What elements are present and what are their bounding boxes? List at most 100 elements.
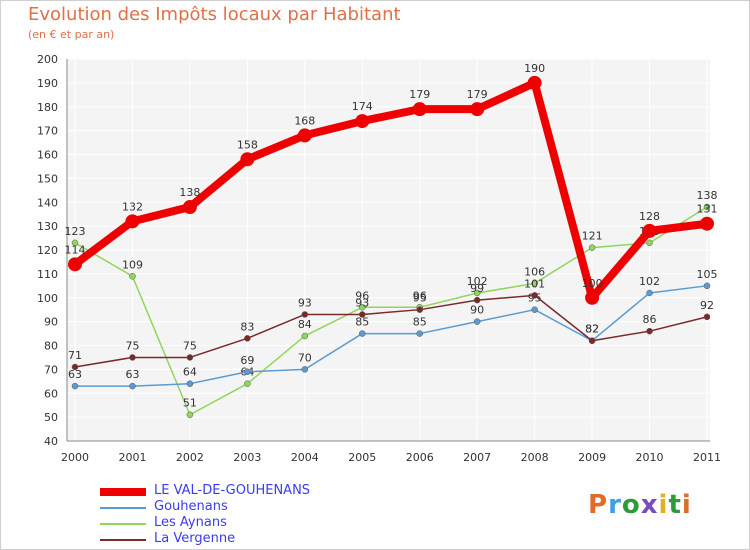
y-tick-label: 120 bbox=[37, 244, 58, 257]
data-label: 63 bbox=[125, 368, 139, 381]
data-point bbox=[412, 102, 427, 117]
y-tick-label: 140 bbox=[37, 196, 58, 209]
data-point bbox=[186, 380, 194, 387]
data-point bbox=[244, 335, 251, 342]
logo-letter: t bbox=[668, 490, 682, 520]
data-point bbox=[531, 292, 538, 299]
data-label: 158 bbox=[237, 138, 258, 151]
data-label: 96 bbox=[413, 289, 427, 302]
y-tick-label: 50 bbox=[44, 411, 58, 424]
data-point bbox=[527, 75, 542, 90]
data-label: 179 bbox=[409, 88, 430, 101]
data-point bbox=[585, 290, 600, 305]
data-point bbox=[531, 306, 538, 313]
data-label: 123 bbox=[65, 225, 86, 238]
y-tick-label: 130 bbox=[37, 220, 58, 233]
x-tick-label: 2008 bbox=[521, 451, 549, 464]
data-label: 93 bbox=[298, 296, 312, 309]
data-point bbox=[71, 363, 79, 371]
data-point bbox=[129, 354, 136, 361]
data-label: 92 bbox=[700, 299, 714, 312]
data-label: 102 bbox=[639, 275, 660, 288]
y-tick-label: 160 bbox=[37, 149, 58, 162]
legend-swatch bbox=[100, 488, 146, 496]
y-tick-label: 40 bbox=[44, 435, 58, 448]
data-label: 114 bbox=[65, 243, 86, 256]
data-point bbox=[416, 306, 423, 313]
data-label: 138 bbox=[179, 186, 200, 199]
data-label: 190 bbox=[524, 62, 545, 75]
data-point bbox=[68, 257, 82, 272]
y-tick-label: 90 bbox=[44, 316, 58, 329]
data-label: 63 bbox=[68, 368, 82, 381]
data-label: 121 bbox=[582, 230, 603, 243]
data-point bbox=[129, 273, 136, 280]
y-tick-label: 80 bbox=[44, 340, 58, 353]
y-tick-label: 150 bbox=[37, 172, 58, 185]
data-point bbox=[531, 280, 538, 287]
data-label: 138 bbox=[697, 189, 718, 202]
data-point bbox=[244, 380, 251, 387]
data-point bbox=[470, 102, 485, 117]
data-label: 64 bbox=[183, 366, 197, 379]
x-tick-label: 2009 bbox=[578, 451, 606, 464]
data-point bbox=[473, 296, 481, 304]
legend-label: LE VAL-DE-GOUHENANS bbox=[154, 483, 311, 498]
data-point bbox=[301, 366, 309, 373]
y-tick-label: 170 bbox=[37, 125, 58, 138]
data-point bbox=[359, 330, 366, 337]
data-point bbox=[473, 318, 481, 325]
data-point bbox=[642, 223, 657, 238]
data-point bbox=[703, 282, 711, 290]
data-label: 82 bbox=[585, 323, 599, 336]
data-label: 179 bbox=[467, 88, 488, 101]
logo-letter: x bbox=[640, 490, 659, 520]
y-tick-label: 70 bbox=[44, 363, 58, 376]
logo-letter: i bbox=[681, 490, 692, 520]
data-label: 102 bbox=[467, 275, 488, 288]
data-point bbox=[125, 214, 140, 229]
data-label: 75 bbox=[183, 339, 197, 352]
y-tick-label: 100 bbox=[37, 292, 58, 305]
x-tick-label: 2010 bbox=[636, 451, 664, 464]
data-point bbox=[703, 203, 711, 211]
y-tick-label: 190 bbox=[37, 77, 58, 90]
series-line bbox=[74, 206, 708, 416]
data-point bbox=[700, 216, 714, 231]
logo-letter: o bbox=[621, 490, 641, 520]
legend-swatch bbox=[100, 539, 146, 541]
data-point bbox=[301, 332, 309, 340]
data-label: 69 bbox=[240, 354, 254, 367]
x-tick-label: 2004 bbox=[291, 451, 319, 464]
x-tick-label: 2005 bbox=[348, 451, 376, 464]
data-point bbox=[297, 128, 312, 143]
x-tick-label: 2006 bbox=[406, 451, 434, 464]
data-label: 100 bbox=[582, 277, 603, 290]
data-label: 90 bbox=[470, 304, 484, 317]
data-label: 96 bbox=[355, 289, 369, 302]
legend-label: La Vergenne bbox=[154, 531, 236, 546]
data-point bbox=[355, 114, 370, 129]
data-label: 109 bbox=[122, 258, 143, 271]
data-point bbox=[473, 289, 481, 297]
data-label: 132 bbox=[122, 200, 143, 213]
data-point bbox=[646, 327, 653, 335]
data-label: 105 bbox=[697, 268, 718, 281]
data-label: 85 bbox=[413, 316, 427, 329]
data-label: 93 bbox=[355, 296, 369, 309]
data-label: 86 bbox=[643, 313, 657, 326]
x-tick-label: 2000 bbox=[61, 451, 89, 464]
data-label: 106 bbox=[524, 265, 545, 278]
series-line bbox=[75, 285, 708, 387]
logo-letter: P bbox=[588, 490, 609, 520]
data-point bbox=[646, 289, 653, 297]
data-label: 168 bbox=[294, 114, 315, 127]
data-label: 95 bbox=[413, 292, 427, 305]
data-label: 82 bbox=[585, 323, 599, 336]
data-point bbox=[186, 354, 194, 361]
data-point bbox=[240, 152, 255, 167]
x-tick-label: 2003 bbox=[233, 451, 261, 464]
data-label: 128 bbox=[639, 210, 660, 223]
legend-swatch bbox=[100, 507, 146, 509]
